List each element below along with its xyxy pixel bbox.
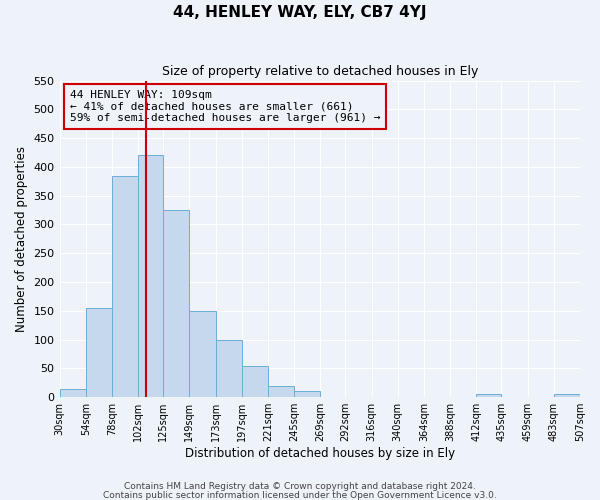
Bar bbox=[294, 392, 320, 397]
Bar bbox=[268, 386, 294, 397]
Bar bbox=[59, 388, 86, 397]
Bar bbox=[554, 394, 580, 397]
Text: 44, HENLEY WAY, ELY, CB7 4YJ: 44, HENLEY WAY, ELY, CB7 4YJ bbox=[173, 5, 427, 20]
Y-axis label: Number of detached properties: Number of detached properties bbox=[15, 146, 28, 332]
Text: 44 HENLEY WAY: 109sqm
← 41% of detached houses are smaller (661)
59% of semi-det: 44 HENLEY WAY: 109sqm ← 41% of detached … bbox=[70, 90, 380, 124]
Bar bbox=[242, 366, 268, 397]
Title: Size of property relative to detached houses in Ely: Size of property relative to detached ho… bbox=[161, 65, 478, 78]
Text: Contains public sector information licensed under the Open Government Licence v3: Contains public sector information licen… bbox=[103, 490, 497, 500]
Bar bbox=[190, 311, 215, 397]
Bar bbox=[215, 340, 242, 397]
Bar bbox=[163, 210, 190, 397]
Bar bbox=[476, 394, 502, 397]
Text: Contains HM Land Registry data © Crown copyright and database right 2024.: Contains HM Land Registry data © Crown c… bbox=[124, 482, 476, 491]
Bar bbox=[86, 308, 112, 397]
Bar bbox=[112, 176, 138, 397]
X-axis label: Distribution of detached houses by size in Ely: Distribution of detached houses by size … bbox=[185, 447, 455, 460]
Bar bbox=[138, 156, 163, 397]
